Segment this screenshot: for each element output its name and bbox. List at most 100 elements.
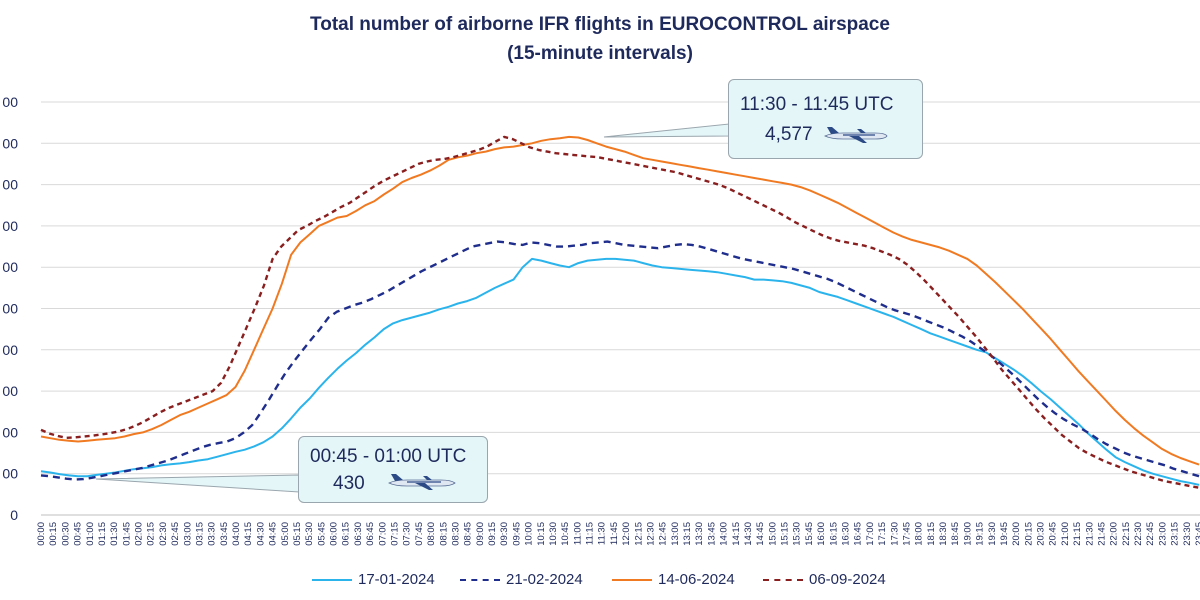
y-tick-label: 00	[2, 218, 18, 234]
min-callout-value: 430	[333, 473, 365, 494]
min-callout-pointer	[95, 474, 300, 493]
x-tick-label: 07:45	[414, 522, 425, 546]
x-tick-label: 11:15	[585, 522, 596, 545]
airplane-icon	[824, 127, 888, 143]
x-tick-label: 18:00	[914, 522, 925, 546]
x-tick-label: 19:15	[975, 522, 986, 546]
y-tick-label: 0	[10, 507, 18, 523]
x-tick-label: 22:30	[1133, 522, 1144, 546]
legend-swatch-2	[460, 578, 500, 581]
x-tick-label: 15:15	[780, 522, 791, 546]
x-tick-label: 22:00	[1109, 522, 1120, 546]
x-tick-label: 23:15	[1170, 522, 1181, 546]
chart-title-line1: Total number of airborne IFR flights in …	[310, 14, 890, 35]
legend-item-3: 14-06-2024	[612, 571, 735, 588]
x-tick-label: 01:00	[85, 522, 96, 546]
x-tick-label: 13:30	[694, 522, 705, 546]
y-tick-label: 00	[2, 177, 18, 193]
series-line-4	[40, 135, 1200, 489]
x-tick-label: 10:15	[536, 522, 547, 546]
x-tick-label: 14:30	[743, 522, 754, 546]
y-tick-label: 00	[2, 135, 18, 151]
x-tick-label: 16:00	[816, 522, 827, 546]
x-tick-label: 21:30	[1084, 522, 1095, 546]
y-tick-label: 00	[2, 94, 18, 110]
x-tick-label: 08:30	[450, 522, 461, 546]
x-tick-label: 00:15	[48, 522, 59, 546]
x-tick-label: 23:45	[1194, 522, 1200, 546]
legend-swatch-3	[612, 578, 652, 581]
x-tick-label: 04:30	[255, 522, 266, 546]
x-tick-label: 15:30	[792, 522, 803, 546]
x-tick-label: 10:00	[524, 522, 535, 546]
x-tick-label: 11:30	[597, 522, 608, 545]
x-tick-label: 17:45	[901, 522, 912, 546]
series-line-2	[40, 240, 1200, 481]
x-tick-label: 11:00	[572, 522, 583, 545]
x-tick-label: 19:30	[987, 522, 998, 546]
x-tick-label: 18:45	[950, 522, 961, 546]
x-tick-label: 05:45	[316, 522, 327, 546]
legend-item-1: 17-01-2024	[312, 571, 435, 588]
x-tick-label: 01:45	[121, 522, 132, 546]
x-tick-label: 17:30	[889, 522, 900, 546]
x-tick-label: 06:00	[329, 522, 340, 546]
x-tick-label: 20:15	[1023, 522, 1034, 546]
x-tick-label: 00:45	[73, 522, 84, 546]
x-tick-label: 13:00	[670, 522, 681, 546]
y-tick-label: 00	[2, 466, 18, 482]
x-tick-label: 16:30	[841, 522, 852, 546]
legend-item-2: 21-02-2024	[460, 571, 583, 588]
x-tick-label: 01:30	[109, 522, 120, 546]
x-tick-label: 20:45	[1048, 522, 1059, 546]
x-tick-label: 15:45	[804, 522, 815, 546]
x-tick-label: 09:45	[511, 522, 522, 546]
x-tick-label: 06:45	[365, 522, 376, 546]
x-tick-label: 23:00	[1157, 522, 1168, 546]
x-tick-label: 12:45	[658, 522, 669, 546]
y-tick-label: 00	[2, 424, 18, 440]
x-tick-label: 10:30	[548, 522, 559, 546]
x-tick-label: 00:30	[60, 522, 71, 546]
y-tick-label: 00	[2, 259, 18, 275]
airplane-icon	[388, 474, 456, 490]
y-tick-label: 00	[2, 342, 18, 358]
x-tick-label: 07:00	[377, 522, 388, 546]
x-tick-label: 13:45	[706, 522, 717, 546]
series-line-3	[40, 135, 1200, 466]
x-tick-label: 14:45	[755, 522, 766, 546]
x-tick-label: 20:00	[1011, 522, 1022, 546]
x-tick-label: 02:30	[158, 522, 169, 546]
legend-label-4: 06-09-2024	[809, 571, 886, 588]
chart-legend: 17-01-2024 21-02-2024 14-06-2024 06-09-2…	[0, 568, 1200, 592]
x-tick-label: 23:30	[1182, 522, 1193, 546]
x-tick-label: 12:00	[621, 522, 632, 546]
x-tick-label: 03:30	[207, 522, 218, 546]
max-callout-time: 11:30 - 11:45 UTC	[740, 94, 894, 115]
x-tick-label: 05:00	[280, 522, 291, 546]
x-tick-label: 00:00	[36, 522, 47, 546]
x-tick-label: 17:15	[877, 522, 888, 546]
x-tick-label: 08:00	[426, 522, 437, 546]
x-tick-label: 14:15	[731, 522, 742, 546]
x-tick-label: 21:45	[1096, 522, 1107, 546]
x-tick-label: 22:15	[1121, 522, 1132, 546]
legend-item-4: 06-09-2024	[763, 571, 886, 588]
max-callout-value: 4,577	[765, 124, 813, 145]
x-tick-label: 04:45	[268, 522, 279, 546]
x-tick-label: 20:30	[1036, 522, 1047, 546]
x-tick-label: 09:15	[487, 522, 498, 546]
legend-label-1: 17-01-2024	[358, 571, 435, 588]
series-line-1	[40, 257, 1200, 486]
x-tick-label: 15:00	[767, 522, 778, 546]
x-tick-label: 06:30	[353, 522, 364, 546]
x-tick-label: 08:45	[463, 522, 474, 546]
x-tick-label: 19:00	[962, 522, 973, 546]
x-tick-label: 03:15	[194, 522, 205, 546]
x-tick-label: 05:30	[304, 522, 315, 546]
x-tick-label: 18:30	[938, 522, 949, 546]
max-callout: 11:30 - 11:45 UTC 4,577	[728, 79, 923, 159]
x-tick-label: 21:15	[1072, 522, 1083, 546]
x-tick-label: 09:30	[499, 522, 510, 546]
